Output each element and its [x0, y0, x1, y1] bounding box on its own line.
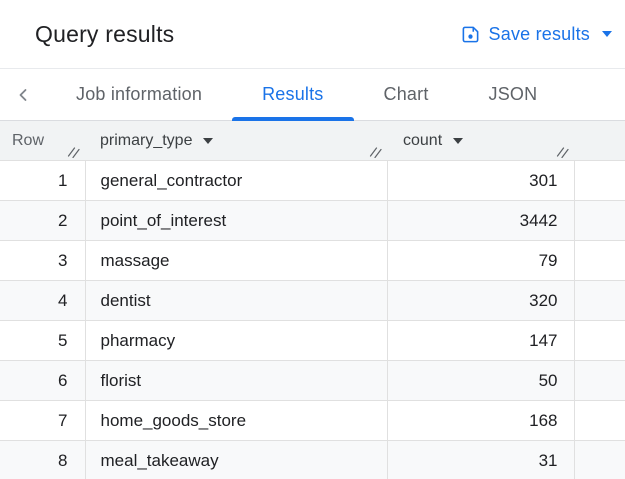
table-row: 6 florist 50: [0, 360, 625, 401]
filler-cell: [574, 240, 625, 281]
count-cell: 301: [387, 160, 575, 201]
column-menu-caret-icon[interactable]: [453, 137, 464, 144]
row-number-cell: 8: [0, 440, 86, 479]
count-cell: 147: [387, 320, 575, 361]
primary-type-cell: point_of_interest: [85, 200, 388, 241]
column-header-count: count: [387, 121, 574, 161]
column-resize-handle[interactable]: [67, 145, 80, 158]
primary-type-cell: dentist: [85, 280, 388, 321]
page-title: Query results: [35, 20, 175, 47]
row-number-cell: 5: [0, 320, 86, 361]
primary-type-cell: pharmacy: [85, 320, 388, 361]
column-label: primary_type: [100, 131, 193, 149]
filler-cell: [574, 280, 625, 321]
tab-label: Results: [262, 84, 324, 104]
tab-results[interactable]: Results: [232, 69, 354, 121]
row-number-cell: 1: [0, 160, 86, 201]
query-results-header: Query results Save results: [0, 0, 625, 68]
table-row: 5 pharmacy 147: [0, 320, 625, 361]
column-menu-caret-icon[interactable]: [203, 137, 214, 144]
filler-cell: [574, 400, 625, 441]
tab-json[interactable]: JSON: [459, 69, 568, 120]
filler-cell: [574, 160, 625, 201]
count-cell: 50: [387, 360, 575, 401]
column-label: count: [403, 131, 443, 149]
filler-cell: [574, 320, 625, 361]
count-cell: 3442: [387, 200, 575, 241]
back-button[interactable]: [0, 69, 46, 120]
table-header-row: Row primary_type: [0, 121, 625, 161]
count-cell: 31: [387, 440, 575, 479]
count-cell: 320: [387, 280, 575, 321]
caret-down-icon: [602, 31, 612, 37]
table-row: 2 point_of_interest 3442: [0, 200, 625, 241]
save-icon: [461, 25, 480, 44]
column-resize-handle[interactable]: [369, 145, 382, 158]
primary-type-cell: massage: [85, 240, 388, 281]
tab-job-information[interactable]: Job information: [46, 69, 232, 120]
table-row: 7 home_goods_store 168: [0, 400, 625, 441]
count-cell: 168: [387, 400, 575, 441]
row-number-cell: 7: [0, 400, 86, 441]
column-resize-handle[interactable]: [556, 145, 569, 158]
row-number-cell: 4: [0, 280, 86, 321]
save-results-button[interactable]: Save results: [461, 24, 612, 45]
chevron-left-icon: [13, 85, 33, 105]
filler-cell: [574, 440, 625, 479]
results-tabbar: Job information Results Chart JSON: [0, 68, 625, 121]
table-row: 1 general_contractor 301: [0, 160, 625, 201]
table-row: 8 meal_takeaway 31: [0, 440, 625, 479]
filler-cell: [574, 200, 625, 241]
row-number-cell: 3: [0, 240, 86, 281]
primary-type-cell: home_goods_store: [85, 400, 388, 441]
primary-type-cell: meal_takeaway: [85, 440, 388, 479]
tab-label: Job information: [76, 84, 203, 104]
tab-label: JSON: [488, 84, 538, 104]
column-header-filler: [574, 121, 625, 161]
column-header-primary-type: primary_type: [85, 121, 387, 161]
results-table: Row primary_type: [0, 121, 625, 479]
filler-cell: [574, 360, 625, 401]
tab-chart[interactable]: Chart: [354, 69, 459, 120]
primary-type-cell: general_contractor: [85, 160, 388, 201]
count-cell: 79: [387, 240, 575, 281]
tab-label: Chart: [383, 84, 429, 104]
row-number-cell: 6: [0, 360, 86, 401]
column-header-row: Row: [0, 121, 85, 161]
primary-type-cell: florist: [85, 360, 388, 401]
save-results-label: Save results: [488, 23, 590, 44]
table-row: 4 dentist 320: [0, 280, 625, 321]
row-number-cell: 2: [0, 200, 86, 241]
table-row: 3 massage 79: [0, 240, 625, 281]
column-label: Row: [12, 131, 45, 149]
